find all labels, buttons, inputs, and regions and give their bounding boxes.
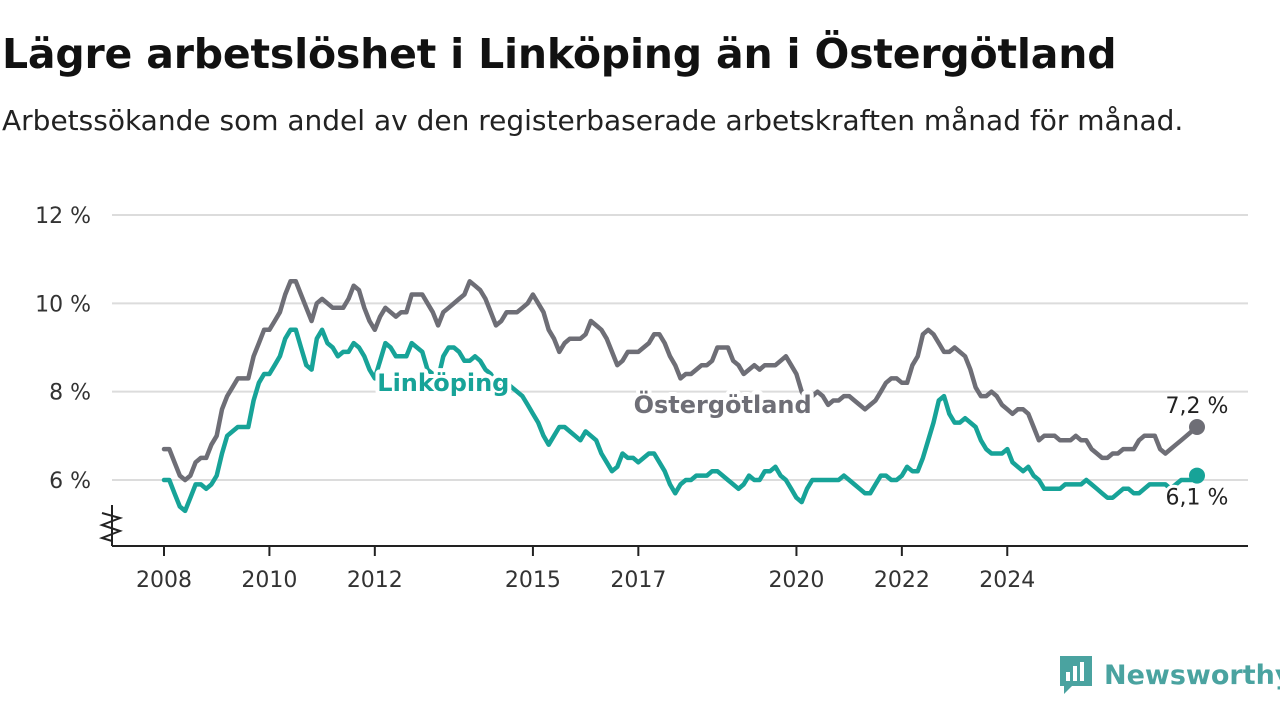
x-tick-label: 2012 <box>347 568 403 593</box>
x-tick-label: 2017 <box>610 568 666 593</box>
x-tick-label: 2008 <box>136 568 192 593</box>
y-tick-label: 10 % <box>35 292 91 317</box>
series-label: Linköping <box>377 369 509 397</box>
chart-title: Lägre arbetslöshet i Linköping än i Öste… <box>2 30 1117 78</box>
newsworthy-logo-icon <box>1060 656 1092 694</box>
series-label: Östergötland <box>634 389 812 419</box>
brand-name: Newsworthy <box>1104 659 1280 691</box>
end-value-label-halo: 6,1 % <box>1166 486 1229 511</box>
axis-break-icon <box>98 512 124 542</box>
brand-logo: Newsworthy <box>1058 654 1280 696</box>
end-value-label: 6,1 % <box>1166 486 1229 511</box>
end-value-label-halo: 7,2 % <box>1166 394 1229 419</box>
x-tick-label: 2010 <box>241 568 297 593</box>
y-tick-label: 6 % <box>49 469 91 494</box>
end-point <box>1189 467 1205 484</box>
x-tick-label: 2022 <box>874 568 930 593</box>
x-tick-label: 2020 <box>768 568 824 593</box>
x-tick-label: 2015 <box>505 568 561 593</box>
series-line-östergötland <box>161 279 1200 483</box>
series-label-halo: Linköping <box>377 369 509 397</box>
end-point <box>1189 419 1205 435</box>
y-tick-label: 8 % <box>49 381 91 406</box>
chart-subtitle: Arbetssökande som andel av den registerb… <box>2 104 1184 137</box>
series-line-linköping <box>161 327 1200 514</box>
y-tick-label: 12 % <box>35 204 91 229</box>
series-label-halo: Östergötland <box>634 389 812 419</box>
end-value-label: 7,2 % <box>1166 394 1229 419</box>
x-tick-label: 2024 <box>979 568 1035 593</box>
